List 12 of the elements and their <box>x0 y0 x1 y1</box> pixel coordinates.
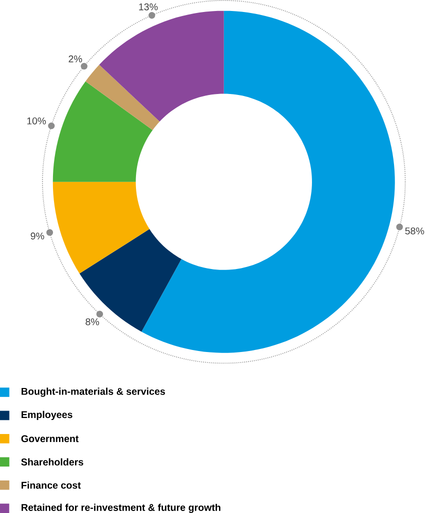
legend-label: Bought-in-materials & services <box>21 388 165 397</box>
legend-label: Shareholders <box>20 458 83 466</box>
data-label: 2% <box>68 55 82 62</box>
data-label: 13% <box>138 3 158 10</box>
data-label: 9% <box>30 232 44 240</box>
legend-label: Finance cost <box>21 482 81 489</box>
data-label: 10% <box>27 117 46 124</box>
data-label: 8% <box>85 318 99 326</box>
legend-label: Retained for re-investment & future growth <box>21 504 220 513</box>
legend-label: Employees <box>21 410 72 420</box>
data-label: 58% <box>404 227 424 234</box>
legend-label: Government <box>21 435 78 442</box>
